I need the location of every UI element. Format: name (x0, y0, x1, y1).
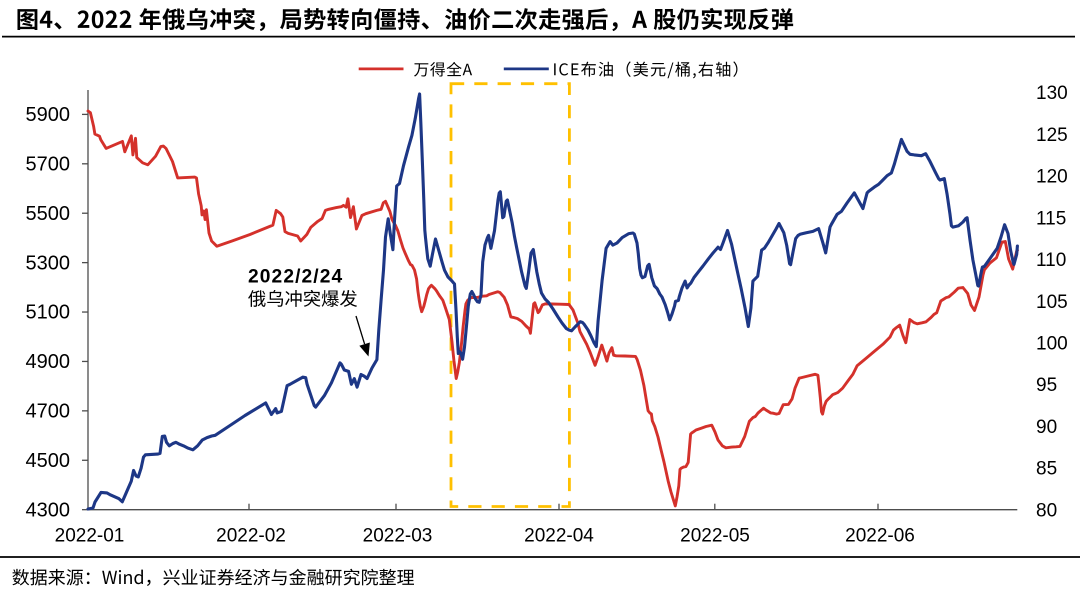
svg-text:5100: 5100 (26, 302, 71, 324)
svg-text:2022-01: 2022-01 (55, 526, 125, 547)
svg-text:5500: 5500 (26, 203, 71, 225)
svg-text:2022-04: 2022-04 (524, 526, 594, 547)
svg-text:130: 130 (1036, 83, 1068, 104)
svg-text:80: 80 (1036, 500, 1057, 521)
svg-text:4500: 4500 (26, 450, 71, 472)
svg-text:125: 125 (1036, 125, 1068, 146)
svg-text:85: 85 (1036, 459, 1057, 480)
svg-text:5700: 5700 (26, 154, 71, 176)
svg-text:5300: 5300 (26, 252, 71, 274)
svg-text:90: 90 (1036, 417, 1057, 438)
svg-text:110: 110 (1036, 250, 1066, 271)
svg-text:2022-05: 2022-05 (680, 526, 750, 547)
svg-text:120: 120 (1036, 167, 1068, 188)
svg-text:2022-03: 2022-03 (363, 526, 433, 547)
svg-text:95: 95 (1036, 375, 1057, 396)
svg-text:2022-02: 2022-02 (216, 526, 286, 547)
svg-text:4700: 4700 (26, 401, 71, 423)
svg-text:5900: 5900 (26, 104, 71, 126)
svg-text:100: 100 (1036, 334, 1068, 355)
svg-text:115: 115 (1036, 208, 1066, 229)
svg-text:2022-06: 2022-06 (845, 526, 915, 547)
svg-text:4300: 4300 (26, 499, 71, 521)
svg-text:2022/2/24: 2022/2/24 (248, 266, 343, 287)
svg-text:105: 105 (1036, 292, 1068, 313)
svg-text:4900: 4900 (26, 351, 71, 373)
